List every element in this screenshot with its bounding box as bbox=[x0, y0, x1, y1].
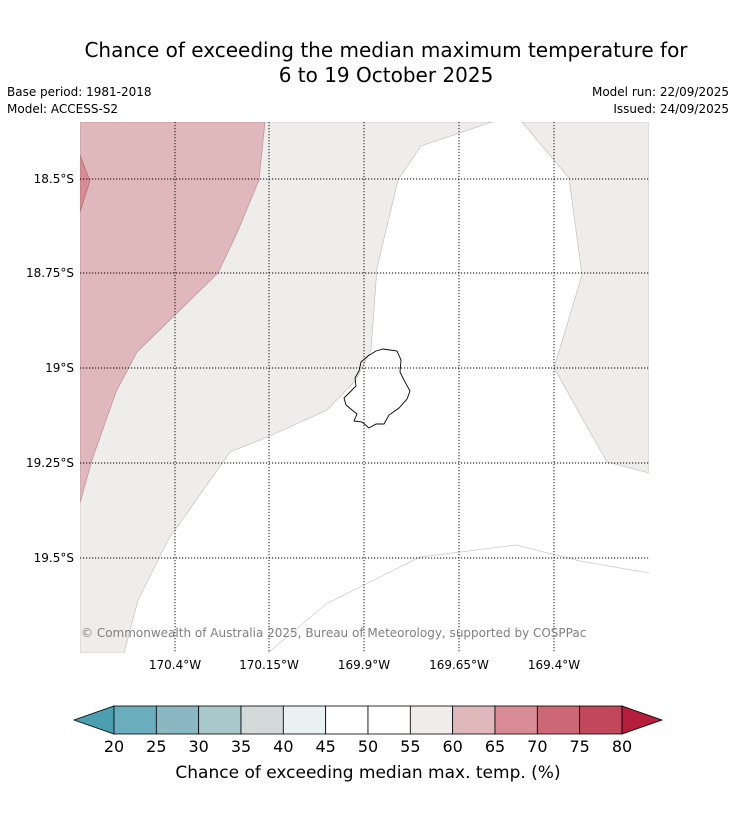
title-line-2: 6 to 19 October 2025 bbox=[278, 63, 494, 87]
lon-label: 170.4°W bbox=[149, 658, 201, 672]
colorbar-tick-label: 60 bbox=[442, 737, 462, 756]
latitude-labels: 18.5°S 18.75°S 19°S 19.25°S 19.5°S bbox=[26, 172, 74, 565]
colorbar-segment bbox=[282, 705, 327, 735]
probability-band-65-70 bbox=[80, 154, 91, 213]
map-title: Chance of exceeding the median maximum t… bbox=[0, 38, 736, 88]
lon-label: 169.4°W bbox=[528, 658, 580, 672]
contour-line-south bbox=[267, 544, 649, 653]
colorbar-extend-high bbox=[621, 705, 664, 735]
probability-band-55-60-east bbox=[521, 122, 649, 474]
colorbar-tick-label: 50 bbox=[358, 737, 378, 756]
colorbar-segment bbox=[409, 705, 454, 735]
colorbar-extend-low bbox=[72, 705, 115, 735]
colorbar-segment bbox=[579, 705, 623, 735]
colorbar-tick-label: 55 bbox=[400, 737, 420, 756]
lat-label: 19.25°S bbox=[26, 456, 74, 470]
longitude-labels: 170.4°W 170.15°W 169.9°W 169.65°W 169.4°… bbox=[149, 658, 580, 672]
metadata-left: Base period: 1981-2018 Model: ACCESS-S2 bbox=[7, 84, 152, 118]
lon-label: 169.9°W bbox=[338, 658, 390, 672]
issued-date: Issued: 24/09/2025 bbox=[613, 102, 729, 116]
copyright-notice: © Commonwealth of Australia 2025, Bureau… bbox=[81, 626, 586, 640]
map-area: © Commonwealth of Australia 2025, Bureau… bbox=[80, 122, 649, 653]
colorbar-segment bbox=[240, 705, 284, 735]
colorbar-tick-label: 30 bbox=[188, 737, 208, 756]
lon-label: 170.15°W bbox=[239, 658, 299, 672]
colorbar-tick-label: 25 bbox=[146, 737, 166, 756]
colorbar-segment bbox=[367, 705, 411, 735]
lon-label: 169.65°W bbox=[429, 658, 489, 672]
base-period: Base period: 1981-2018 bbox=[7, 85, 152, 99]
colorbar-tick-label: 75 bbox=[569, 737, 589, 756]
title-line-1: Chance of exceeding the median maximum t… bbox=[84, 38, 688, 62]
lat-label: 19.5°S bbox=[34, 551, 74, 565]
lat-label: 19°S bbox=[45, 361, 74, 375]
colorbar-tick-label: 40 bbox=[273, 737, 293, 756]
colorbar-segment bbox=[325, 705, 369, 735]
colorbar-segments bbox=[113, 705, 623, 735]
colorbar-ticks: 20 25 30 35 40 45 50 55 60 65 70 75 80 bbox=[104, 737, 632, 756]
graticule bbox=[80, 122, 649, 653]
metadata-right: Model run: 22/09/2025 Issued: 24/09/2025 bbox=[592, 84, 729, 118]
island-niue-outline bbox=[343, 348, 411, 429]
colorbar-tick-label: 45 bbox=[315, 737, 335, 756]
colorbar-segment bbox=[452, 705, 496, 735]
lat-label: 18.5°S bbox=[34, 172, 74, 186]
colorbar-segment bbox=[198, 705, 242, 735]
colorbar-tick-label: 35 bbox=[231, 737, 251, 756]
colorbar-segment bbox=[155, 705, 200, 735]
model-name: Model: ACCESS-S2 bbox=[7, 102, 119, 116]
colorbar-segment bbox=[536, 705, 581, 735]
colorbar-tick-label: 80 bbox=[612, 737, 632, 756]
lat-label: 18.75°S bbox=[26, 266, 74, 280]
model-run: Model run: 22/09/2025 bbox=[591, 85, 729, 99]
colorbar-tick-label: 20 bbox=[104, 737, 124, 756]
colorbar-tick-label: 70 bbox=[527, 737, 547, 756]
colorbar-segment bbox=[113, 705, 157, 735]
colorbar-segment bbox=[494, 705, 538, 735]
colorbar-title: Chance of exceeding median max. temp. (%… bbox=[175, 763, 560, 783]
colorbar-tick-label: 65 bbox=[485, 737, 505, 756]
colorbar: 20 25 30 35 40 45 50 55 60 65 70 75 80 Chance of exc… bbox=[72, 705, 664, 783]
